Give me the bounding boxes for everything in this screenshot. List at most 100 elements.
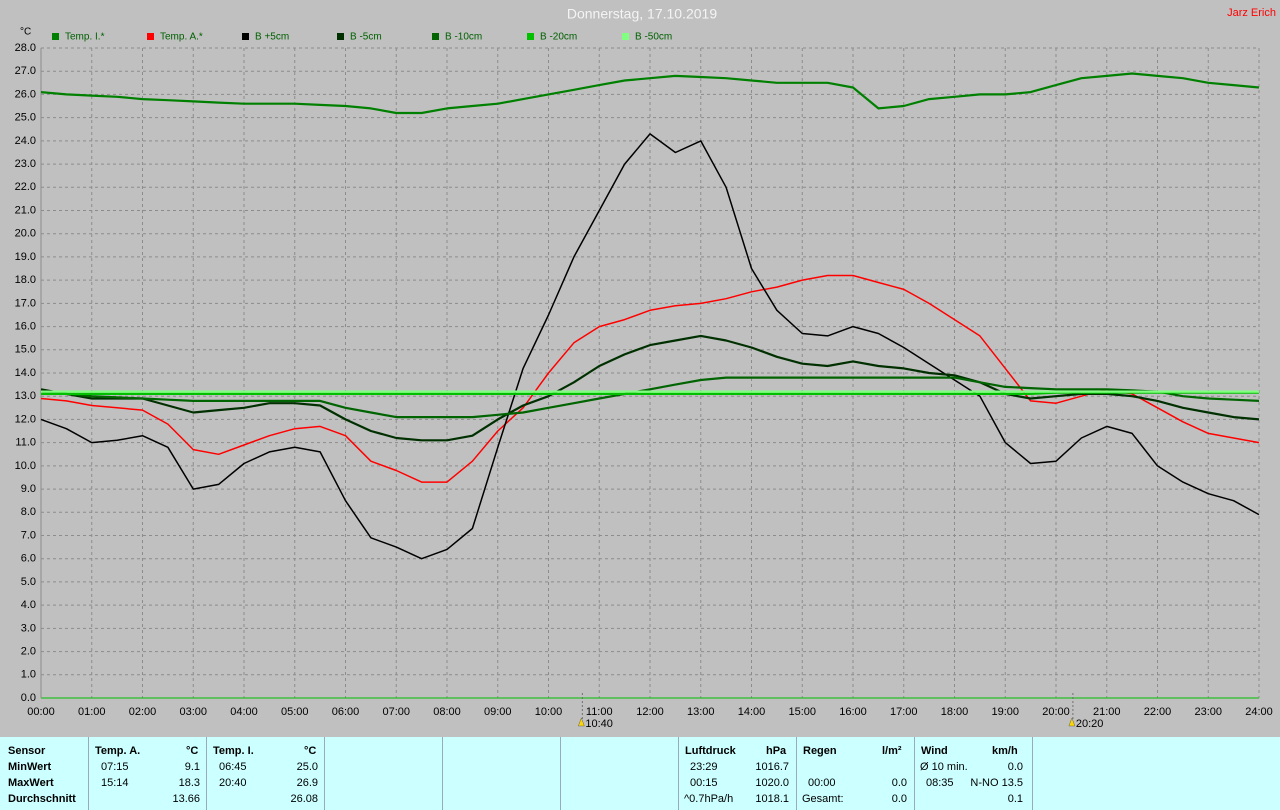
legend-swatch (147, 33, 154, 40)
series-line (40, 334, 1260, 442)
separator (678, 737, 679, 810)
legend-label: Temp. I.* (65, 32, 105, 43)
y-tick-label: 9.0 (21, 483, 36, 495)
y-tick-label: 22.0 (15, 181, 36, 193)
legend-label: Temp. A.* (160, 32, 203, 43)
y-tick-label: 24.0 (15, 135, 36, 147)
y-tick-label: 8.0 (21, 506, 36, 518)
y-tick-label: 0.0 (21, 692, 36, 704)
unit: hPa (766, 745, 787, 757)
value: 0.0 (891, 793, 907, 805)
time: 23:29 (690, 761, 718, 773)
legend-label: B -10cm (445, 32, 482, 43)
x-tick-label: 13:00 (687, 706, 715, 718)
y-tick-label: 7.0 (21, 529, 36, 541)
y-tick-label: 10.0 (15, 460, 36, 472)
header: Wind (921, 745, 948, 757)
y-tick-label: 20.0 (15, 228, 36, 240)
label: Ø 10 min. (920, 761, 968, 773)
x-tick-label: 18:00 (941, 706, 969, 718)
separator (1032, 737, 1033, 810)
y-tick-label: 17.0 (15, 297, 36, 309)
x-tick-label: 21:00 (1093, 706, 1121, 718)
x-tick-label: 17:00 (890, 706, 918, 718)
value: 1016.7 (755, 761, 789, 773)
y-tick-label: 25.0 (15, 112, 36, 124)
y-axis-label: °C (20, 27, 31, 38)
y-tick-label: 19.0 (15, 251, 36, 263)
x-tick-label: 24:00 (1245, 706, 1273, 718)
y-tick-label: 28.0 (15, 42, 36, 54)
x-tick-label: 01:00 (78, 706, 106, 718)
trend: ^0.7hPa/h (684, 793, 734, 805)
y-tick-label: 27.0 (15, 65, 36, 77)
y-tick-label: 15.0 (15, 344, 36, 356)
chart: Donnerstag, 17.10.2019 Jarz Erich °C 0.0… (15, 6, 1276, 730)
value: 1018.1 (755, 793, 789, 805)
row-label: Sensor (8, 745, 46, 757)
author: Jarz Erich (1227, 7, 1276, 19)
x-tick-label: 04:00 (230, 706, 258, 718)
separator (914, 737, 915, 810)
time: 08:35 (926, 777, 954, 789)
x-tick-label: 02:00 (129, 706, 157, 718)
x-tick-label: 09:00 (484, 706, 512, 718)
series-line (40, 376, 1260, 419)
stats-panel: Sensor MinWert MaxWert Durchschnitt Temp… (0, 737, 1280, 810)
separator (560, 737, 561, 810)
legend-swatch (432, 33, 439, 40)
legend-label: B +5cm (255, 32, 289, 43)
y-tick-label: 26.0 (15, 88, 36, 100)
annotation-icon (577, 717, 585, 727)
header: Temp. A. (95, 745, 141, 757)
separator (324, 737, 325, 810)
legend-swatch (622, 33, 629, 40)
row-label: MinWert (8, 761, 52, 773)
row-label: Durchschnitt (8, 793, 76, 805)
x-tick-label: 03:00 (179, 706, 207, 718)
series-line (40, 72, 1260, 115)
y-tick-label: 12.0 (15, 413, 36, 425)
chart-title: Donnerstag, 17.10.2019 (567, 6, 717, 22)
y-tick-label: 2.0 (21, 645, 36, 657)
header: Luftdruck (685, 745, 736, 757)
value: 25.0 (296, 761, 318, 773)
series-line (40, 274, 1260, 483)
x-tick-label: 05:00 (281, 706, 309, 718)
y-tick-label: 13.0 (15, 390, 36, 402)
separator (206, 737, 207, 810)
unit: °C (304, 745, 317, 757)
x-tick-label: 00:00 (27, 706, 55, 718)
value: 26.9 (296, 777, 318, 789)
x-tick-label: 11:00 (586, 706, 613, 718)
x-tick-label: 19:00 (991, 706, 1019, 718)
series-line (41, 391, 1259, 395)
x-tick-label: 16:00 (839, 706, 867, 718)
y-tick-label: 5.0 (21, 576, 36, 588)
value: N-NO 13.5 (970, 777, 1023, 789)
annotation-icon (1068, 717, 1076, 727)
header: Regen (803, 745, 837, 757)
legend-label: B -20cm (540, 32, 577, 43)
time: 00:15 (690, 777, 718, 789)
time: 00:00 (808, 777, 836, 789)
separator (88, 737, 89, 810)
x-tick-label: 22:00 (1144, 706, 1172, 718)
x-tick-label: 10:00 (535, 706, 563, 718)
separator (442, 737, 443, 810)
value: 13.66 (172, 793, 200, 805)
x-tick-label: 12:00 (636, 706, 664, 718)
x-tick-label: 08:00 (433, 706, 461, 718)
y-tick-label: 14.0 (15, 367, 36, 379)
y-tick-label: 4.0 (21, 599, 36, 611)
value: 9.1 (184, 761, 200, 773)
value: 26.08 (290, 793, 318, 805)
legend-swatch (52, 33, 59, 40)
y-tick-label: 18.0 (15, 274, 36, 286)
y-tick-label: 21.0 (15, 204, 36, 216)
y-tick-label: 23.0 (15, 158, 36, 170)
value: 0.0 (1007, 761, 1023, 773)
series-line (40, 133, 1260, 560)
label: Gesamt: (802, 793, 844, 805)
